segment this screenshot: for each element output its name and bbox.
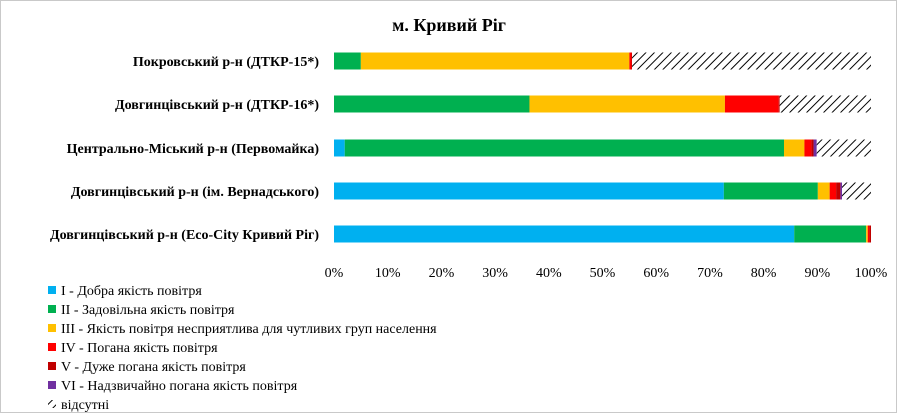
legend-swatch [48,343,56,351]
bar-segment-1-2 [334,52,361,70]
legend-swatch [48,305,56,313]
legend-label: III - Якість повітря несприятлива для чу… [61,322,437,337]
bar-segment-3-5 [811,139,814,157]
legend-swatch [48,381,56,389]
bar-segment-2-3 [529,95,725,113]
x-tick-label: 70% [697,266,723,281]
legend-swatch [48,324,56,332]
legend-label: VI - Надзвичайно погана якість повітря [61,379,298,394]
x-tick-label: 60% [643,266,669,281]
bar-segment-4-7 [842,182,871,200]
category-label: Довгинцівський р-н (Eco-City Кривий Ріг) [50,228,319,243]
bar-segment-5-4 [867,225,870,243]
legend-label: I - Добра якість повітря [61,284,202,299]
legend: I - Добра якість повітря II - Задовільна … [48,284,437,413]
bar-segment-3-1 [334,139,345,157]
legend-label: II - Задовільна якість повітря [61,303,235,318]
bar-segment-4-2 [723,182,818,200]
chart-title: м. Кривий Ріг [392,15,506,35]
x-tick-label: 80% [751,266,777,281]
legend-swatch [48,400,56,408]
legend-label: V - Дуже погана якість повітря [61,360,246,375]
category-label: Центрально-Міський р-н (Первомайка) [67,142,320,157]
bar-segment-1-4 [629,52,632,70]
x-tick-label: 30% [482,266,508,281]
bar-segment-3-6 [813,139,817,157]
bar-segment-2-5 [778,95,780,113]
bar-segment-1-7 [632,52,871,70]
legend-swatch [48,362,56,370]
category-label: Довгинцівський р-н (ДТКР-16*) [115,98,319,113]
legend-swatch [48,286,56,294]
legend-label: відсутні [61,398,109,413]
bar-segment-2-7 [779,95,871,113]
plot-area: Покровський р-н (ДТКР-15*) Довгинцівський… [50,52,888,281]
bar-segment-5-5 [869,225,871,243]
bar-segment-1-5 [631,52,633,70]
x-tick-label: 50% [590,266,616,281]
bar-segment-5-3 [866,225,868,243]
x-tick-label: 20% [429,266,455,281]
bar-segment-3-4 [804,139,812,157]
category-label: Довгинцівський р-н (ім. Вернадського) [71,185,319,200]
x-tick-label: 40% [536,266,562,281]
bar-segment-2-4 [724,95,779,113]
bar-segment-4-1 [334,182,724,200]
x-tick-label: 90% [804,266,830,281]
bar-segment-1-3 [360,52,630,70]
bar-segment-3-2 [344,139,785,157]
legend-label: IV - Погана якість повітря [61,341,218,356]
x-tick-label: 100% [855,266,888,281]
x-tick-label: 0% [325,266,344,281]
x-tick-label: 10% [375,266,401,281]
bar-segment-5-1 [334,225,795,243]
bar-segment-3-7 [816,139,871,157]
bar-segment-4-4 [829,182,837,200]
bar-segment-4-3 [817,182,830,200]
bar-segment-4-6 [840,182,842,200]
bar-segment-4-5 [836,182,841,200]
bar-segment-5-2 [794,225,867,243]
bar-segment-3-3 [784,139,805,157]
category-label: Покровський р-н (ДТКР-15*) [133,55,319,70]
bar-segment-2-2 [334,95,530,113]
